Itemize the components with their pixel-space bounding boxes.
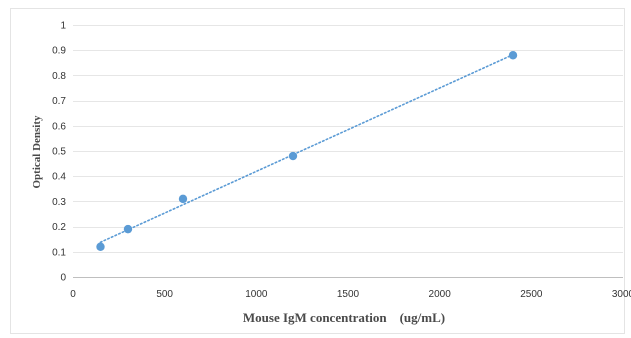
- x-tick-label: 0: [70, 289, 76, 300]
- x-tick-label: 2000: [429, 289, 452, 300]
- data-points: [96, 51, 518, 251]
- data-point: [178, 194, 188, 204]
- y-tick-label: 0.8: [52, 71, 66, 82]
- y-tick-label: 0.6: [52, 121, 66, 132]
- data-point: [288, 151, 298, 161]
- x-tick-label: 500: [156, 289, 173, 300]
- trendline-group: [99, 53, 514, 244]
- chart-frame: [10, 8, 625, 334]
- y-tick-label: 0: [60, 273, 66, 284]
- trendline: [99, 53, 514, 244]
- x-tick-labels: 0 500 1000 1500 2000 2500 3000: [70, 289, 631, 300]
- data-point: [508, 51, 518, 60]
- x-axis-title: Mouse IgM concentration (ug/mL): [243, 310, 445, 325]
- y-tick-label: 0.2: [52, 222, 66, 233]
- x-tick-label: 1000: [245, 289, 268, 300]
- data-point: [123, 224, 133, 234]
- y-tick-label: 0.9: [52, 46, 66, 57]
- data-point: [96, 242, 105, 251]
- x-tick-label: 2500: [520, 289, 543, 300]
- y-tick-label: 0.3: [52, 197, 66, 208]
- y-tick-labels: 0 0.1 0.2 0.3 0.4 0.5 0.6 0.7 0.8 0.9 1: [52, 21, 66, 284]
- x-tick-label: 3000: [612, 289, 631, 300]
- y-axis-title: Optical Density: [31, 115, 43, 189]
- y-tick-label: 0.5: [52, 147, 66, 158]
- y-tick-label: 0.7: [52, 96, 66, 107]
- y-tick-label: 1: [60, 21, 66, 32]
- gridlines: [73, 25, 623, 253]
- x-tick-label: 1500: [337, 289, 360, 300]
- y-tick-label: 0.1: [52, 247, 66, 258]
- y-tick-label: 0.4: [52, 172, 66, 183]
